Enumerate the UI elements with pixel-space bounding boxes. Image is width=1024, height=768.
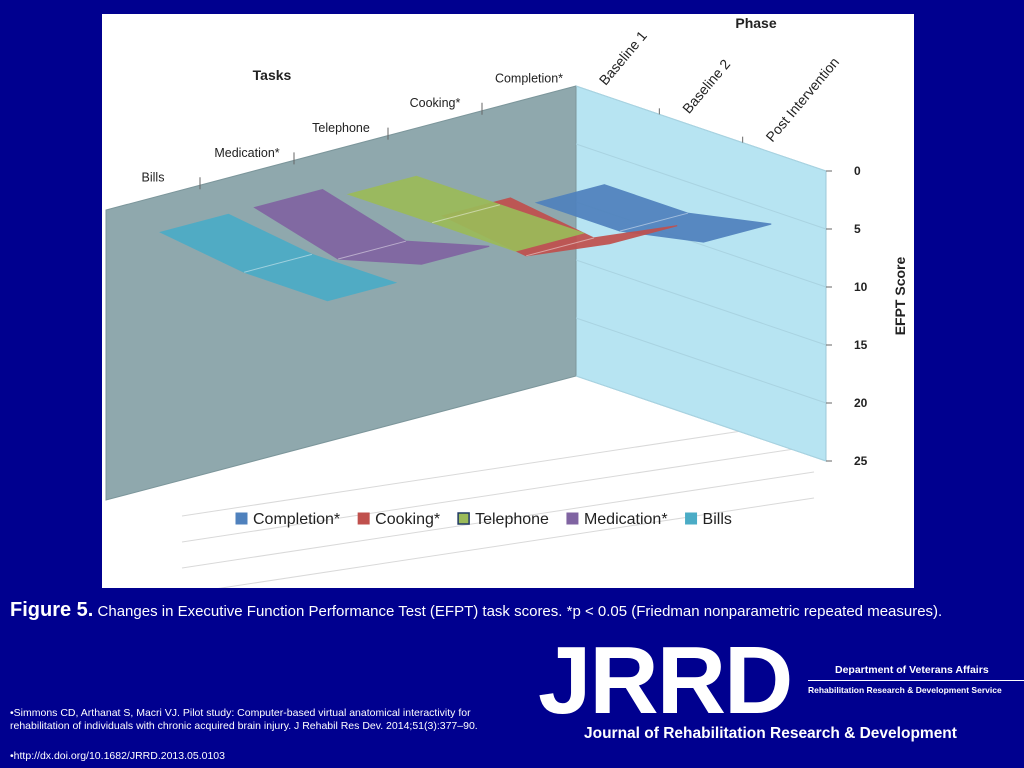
y-gridline [575,143,827,230]
tasks-axis-title: Tasks [253,67,292,83]
caption-text: Changes in Executive Function Performanc… [97,603,943,620]
legend-swatch [457,512,470,525]
legend-swatch [357,512,370,525]
series-ribbon [253,188,490,265]
phase-label: Post Intervention [762,54,842,145]
legend-label: Cooking* [375,511,440,528]
logo-divider [808,680,1024,681]
task-label: Bills [142,171,165,185]
logo-department: Department of Veterans Affairs [835,664,989,676]
y-gridline [575,317,827,404]
task-label: Telephone [312,121,370,135]
figure-label: Figure 5. [10,599,94,621]
legend-label: Telephone [475,511,549,528]
ribbon-fold [620,212,688,232]
task-label: Completion* [495,71,563,85]
y-tick-label: 15 [854,338,868,352]
legend-label: Medication* [584,511,668,528]
task-label: Medication* [214,146,279,160]
series-ribbon [159,213,398,302]
figure-caption: Figure 5. Changes in Executive Function … [10,600,1010,622]
phase-axis-title: Phase [735,15,776,31]
y-gridline [575,85,827,172]
phase-label: Baseline 2 [679,56,733,117]
y-gridline [575,259,827,346]
floor-line [181,419,815,517]
ribbon-fold [338,240,406,260]
task-label: Cooking* [410,96,461,110]
legend-swatch [685,512,698,525]
ribbon-fold [526,237,594,257]
y-gridline [575,375,827,462]
floor-line [218,497,815,588]
doi-link[interactable]: •http://dx.doi.org/10.1682/JRRD.2013.05.… [10,750,225,762]
series-ribbon [534,184,772,243]
y-tick-label: 10 [854,280,868,294]
phase-label: Baseline 1 [596,28,650,89]
chart-figure: 0 5 10 15 20 25 Completion* Cooking* Telephone Me… [102,14,914,588]
y-axis-title: EFPT Score [892,257,908,336]
ribbon-fold [432,204,500,224]
floor-line [181,471,815,569]
y-tick-label: 20 [854,396,868,410]
phase-wall [575,85,827,462]
legend-swatch [235,512,248,525]
logo-service: Rehabilitation Research & Development Se… [808,685,1002,695]
y-tick-label: 25 [854,454,868,468]
citation-text: •Simmons CD, Arthanat S, Macri VJ. Pilot… [10,707,478,732]
y-tick-label: 5 [854,222,861,236]
series-ribbon [346,175,586,252]
jrrd-logo: JRRD Department of Veterans Affairs Reha… [538,627,1024,768]
efpt-3d-chart: 0 5 10 15 20 25 Completion* Cooking* Telephone Me… [105,15,908,588]
floor-line [181,445,815,543]
ribbon-fold [244,253,312,273]
legend-label: Completion* [253,511,340,528]
jrrd-wordmark: JRRD [538,627,793,734]
legend-label: Bills [703,511,732,528]
logo-journal-name: Journal of Rehabilitation Research & Dev… [584,725,957,742]
y-tick-label: 0 [854,164,861,178]
legend-swatch [566,512,579,525]
